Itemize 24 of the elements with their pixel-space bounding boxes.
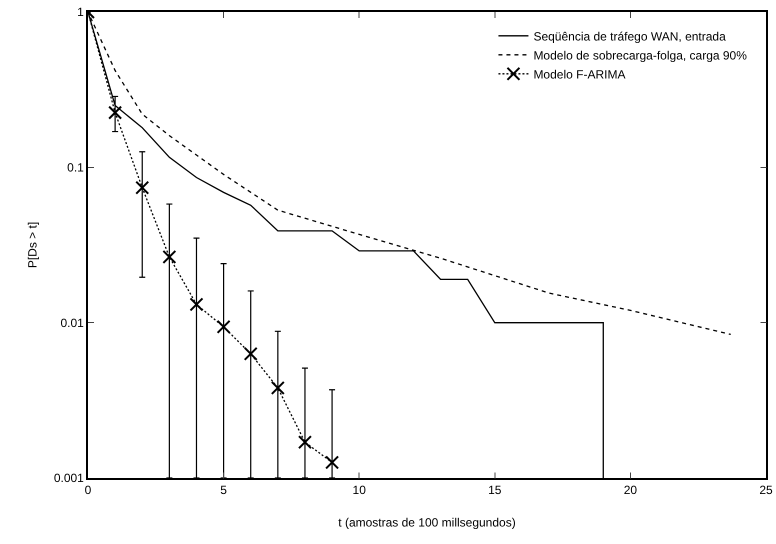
legend-label: Modelo de sobrecarga-folga, carga 90% — [533, 48, 748, 62]
x-tick-label: 0 — [84, 483, 92, 498]
y-tick-label: 0.001 — [54, 471, 84, 486]
legend-label: Seqüência de tráfego WAN, entrada — [533, 30, 726, 44]
x-tick-label: 25 — [759, 483, 773, 498]
y-tick-label: 0.1 — [67, 160, 84, 175]
point — [108, 106, 122, 120]
point — [325, 455, 340, 470]
point — [270, 380, 285, 395]
point — [244, 346, 258, 361]
point — [162, 250, 176, 264]
point — [135, 180, 150, 195]
x-tick-label: 5 — [220, 483, 228, 498]
legend-label: Modelo F-ARIMA — [533, 68, 626, 82]
y-tick-label: 1 — [77, 5, 84, 20]
y-axis-title: P[Ds > t] — [26, 222, 40, 268]
point — [298, 435, 312, 450]
point — [189, 297, 204, 312]
x-axis-title: t (amostras de 100 millsegundos) — [338, 516, 516, 530]
point — [216, 320, 231, 334]
x-tick-label: 20 — [624, 483, 638, 498]
y-tick-label: 0.01 — [60, 316, 84, 330]
x-tick-label: 10 — [352, 483, 366, 498]
x-tick-label: 15 — [488, 483, 502, 498]
